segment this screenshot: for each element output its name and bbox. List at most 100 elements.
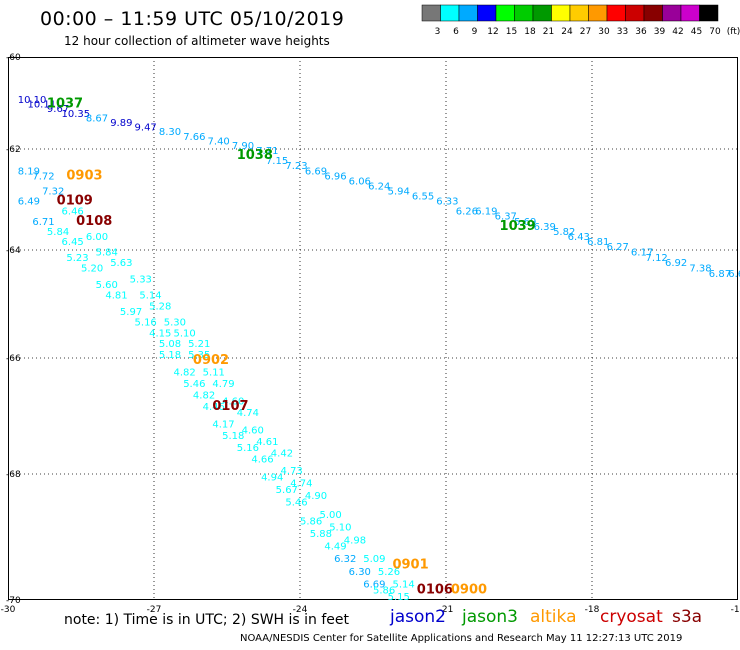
wave-height-value: 5.97 [120,307,142,318]
wave-height-value: 4.94 [261,472,283,483]
wave-height-value: 6.87 [709,269,731,280]
wave-height-value: 5.86 [373,586,395,597]
wave-height-value: 6.92 [665,258,687,269]
wave-height-value: 4.46 [203,402,225,413]
colorbar-label: 70 [709,27,721,36]
track-time-label: 0107 [212,399,248,414]
wave-height-value: 6.33 [436,197,458,208]
wave-height-value: 5.00 [319,510,341,521]
colorbar-label: 27 [580,27,591,36]
page-title: 00:00 – 11:59 UTC 05/10/2019 [40,8,345,30]
wave-height-value: 5.16 [135,318,157,329]
footer-credit: NOAA/NESDIS Center for Satellite Applica… [240,633,683,644]
wave-height-value: 5.14 [139,291,161,302]
wave-height-value: 5.18 [159,350,181,361]
wave-height-value: 5.35 [188,350,210,361]
legend-jason3: jason3 [462,607,518,627]
wave-height-value: 5.84 [47,227,69,238]
wave-height-value: 5.63 [110,258,132,269]
wave-height-value: 7.23 [285,161,307,172]
wave-height-value: 4.73 [281,466,303,477]
wave-height-value: 4.90 [305,491,327,502]
legend-s3a: s3a [672,607,703,627]
colorbar-label: 21 [543,27,554,36]
wave-height-value: 4.82 [173,367,195,378]
track-time-label: 0106 [417,583,453,598]
colorbar-label: 33 [617,27,628,36]
colorbar-label: 15 [506,27,517,36]
wave-height-value: 5.86 [300,516,322,527]
wave-height-value: 5.46 [285,498,307,509]
wave-height-value: 5.84 [96,247,118,258]
wave-height-value: 7.71 [256,146,278,157]
track-time-label: 1039 [500,219,536,234]
track-time-label: 0108 [76,214,112,229]
wave-height-value: 10.11 [27,100,56,111]
lat-tick-label: -66 [6,354,21,364]
wave-height-value: 6.39 [534,222,556,233]
wave-height-value: 5.08 [159,339,181,350]
colorbar-label: 30 [598,27,610,36]
colorbar-label: 24 [561,27,573,36]
lon-tick-label: -18 [585,605,600,615]
wave-height-value: 5.10 [173,328,195,339]
legend-cryosat: cryosat [600,607,663,627]
wave-height-value: 7.32 [42,186,64,197]
wave-height-value: 5.30 [164,318,186,329]
wave-height-value: 4.81 [105,291,127,302]
colorbar-label: 3 [435,27,441,36]
wave-height-value: 5.16 [237,443,259,454]
wave-height-value: 4.60 [242,425,264,436]
wave-height-value: 7.66 [183,132,205,143]
wave-height-value: 10.35 [62,109,91,120]
wave-height-value: 5.18 [222,431,244,442]
wave-height-value: 9.67 [47,104,69,115]
lon-tick-label: -27 [147,605,162,615]
lon-tick-label: -15 [731,605,740,615]
wave-height-value: 5.23 [66,253,88,264]
wave-height-value: 8.19 [18,166,40,177]
wave-height-value: 5.46 [183,379,205,390]
colorbar-label: 12 [487,27,498,36]
colorbar-label: 45 [691,27,702,36]
wave-height-value: 4.17 [212,420,234,431]
wave-height-value: 5.09 [363,554,385,565]
note-text: note: 1) Time is in UTC; 2) SWH is in fe… [64,612,350,628]
wave-height-value: 9.47 [135,123,157,134]
wave-height-value: 7.15 [266,156,288,167]
lat-tick-label: -62 [6,145,21,155]
wave-height-value: 4.42 [271,449,293,460]
colorbar-label: 36 [635,27,647,36]
track-time-label: 0901 [392,558,428,573]
wave-height-value: 6.69 [305,166,327,177]
wave-height-value: 4.60 [222,396,244,407]
wave-height-value: 7.72 [32,171,54,182]
wave-height-value: 5.88 [310,529,332,540]
wave-height-value: 4.15 [149,328,171,339]
wave-height-value: 5.94 [388,186,410,197]
wave-height-value: 6.00 [86,232,108,243]
wave-height-value: 5.26 [378,567,400,578]
track-time-label: 0902 [193,353,229,368]
colorbar-label: 9 [472,27,478,36]
wave-height-value: 5.14 [392,579,414,590]
track-time-label: 0903 [66,168,102,183]
colorbar-swatch [699,4,719,22]
map-frame [8,57,738,600]
legend-jason2: jason2 [390,607,446,627]
wave-height-value: 4.49 [324,542,346,553]
color-scale-legend: 3 6 9 12 15 18 21 24 27 30 33 36 39 42 45 70 (ft) [421,4,740,36]
lat-tick-label: -60 [6,53,21,63]
wave-height-value: 5.33 [130,274,152,285]
wave-height-value: 7.90 [232,141,254,152]
wave-height-value: 6.17 [631,247,653,258]
wave-height-value: 5.82 [553,227,575,238]
wave-height-value: 5.60 [96,280,118,291]
wave-height-value: 6.71 [32,217,54,228]
wave-height-value: 8.67 [86,113,108,124]
wave-height-value: 4.79 [212,379,234,390]
wave-height-value: 6.69 [363,579,385,590]
wave-height-value: 10.10 [18,95,47,106]
wave-height-value: 6.24 [368,181,390,192]
